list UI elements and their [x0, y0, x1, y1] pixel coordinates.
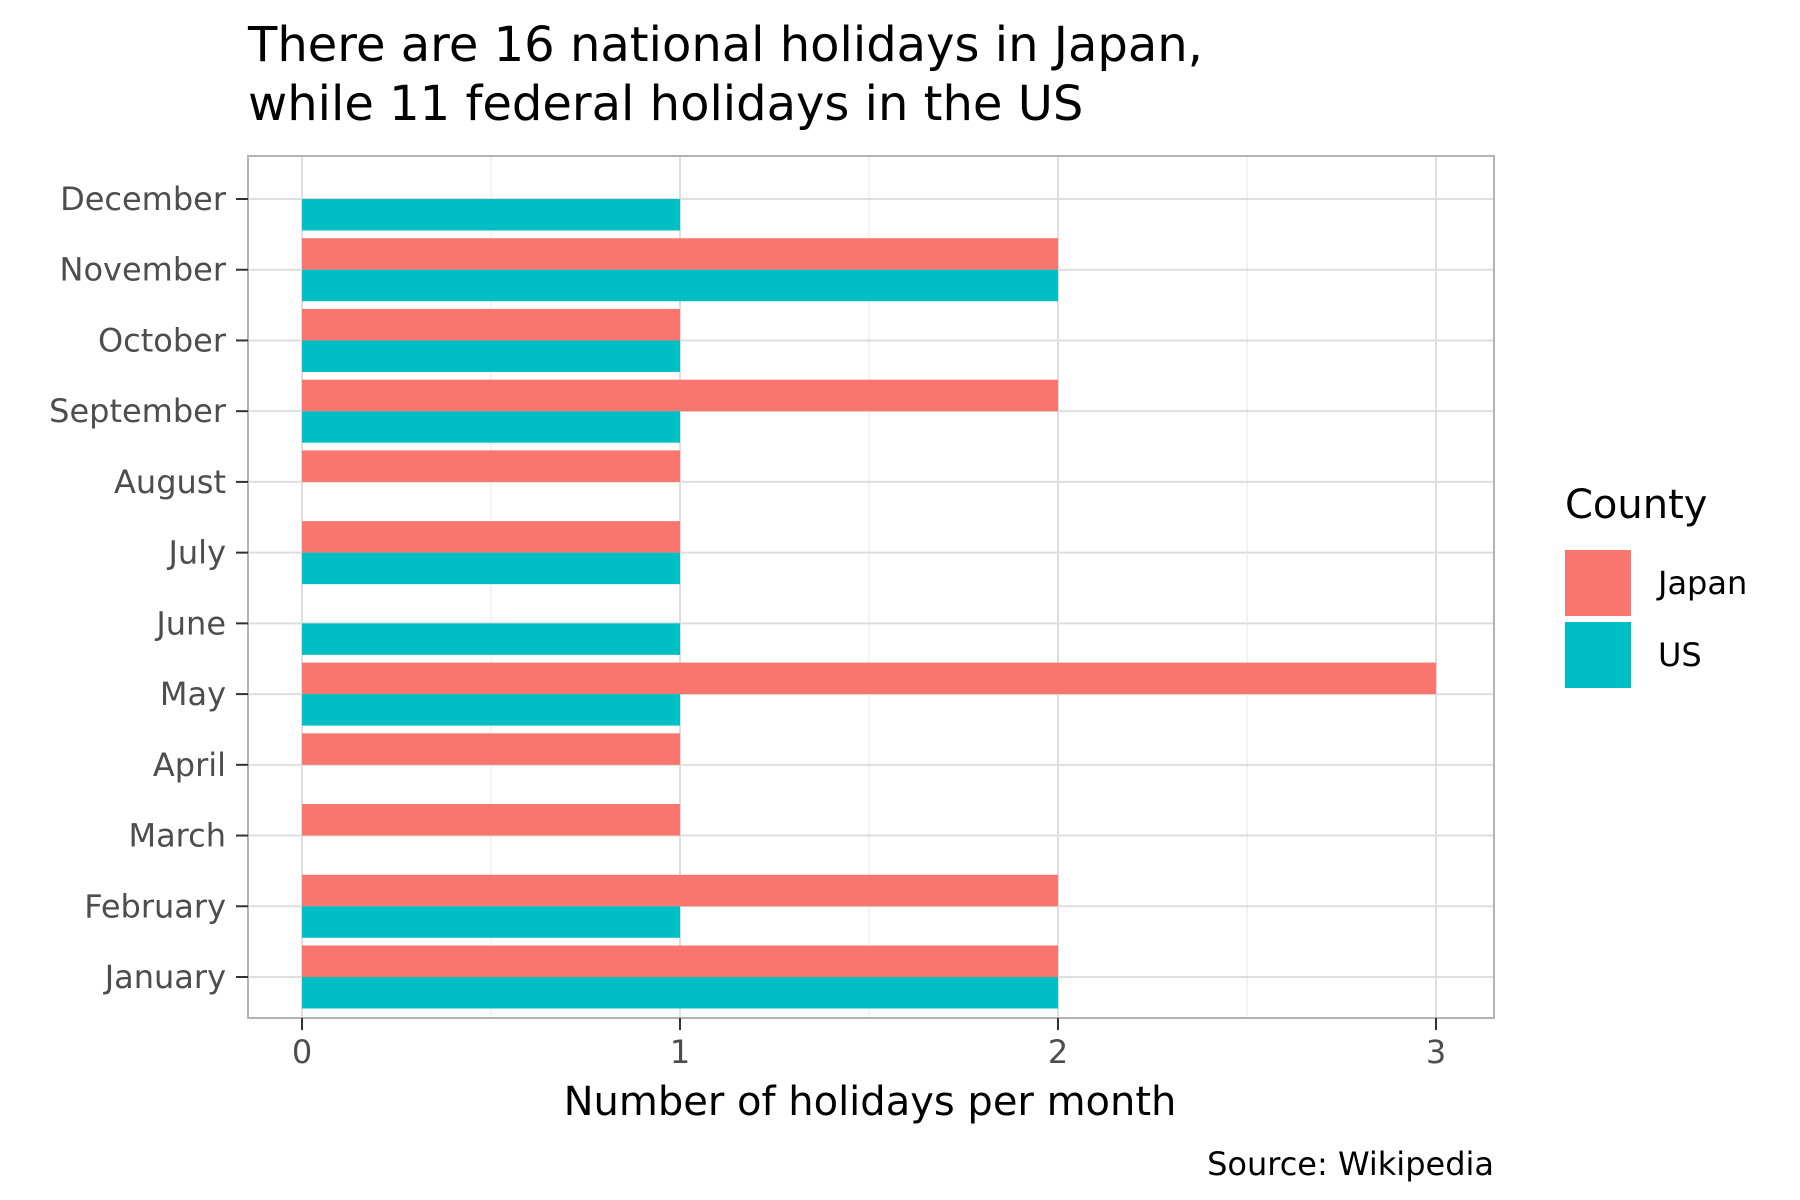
bar-us-october: [302, 340, 680, 372]
x-tick-label: 3: [1426, 1033, 1446, 1071]
chart-title-line-1: There are 16 national holidays in Japan,: [247, 17, 1203, 73]
x-axis-title: Number of holidays per month: [564, 1079, 1177, 1125]
y-tick-label: February: [84, 887, 226, 925]
y-tick-label: November: [60, 251, 227, 289]
bar-japan-november: [302, 238, 1058, 270]
y-axis: January February March April May June July Augu…: [49, 180, 248, 996]
legend-key-japan: [1565, 550, 1631, 616]
y-tick-label: July: [166, 534, 226, 572]
bar-us-june: [302, 623, 680, 655]
x-tick-label: 1: [670, 1033, 690, 1071]
bar-us-may: [302, 694, 680, 726]
y-tick-label: April: [153, 746, 226, 784]
y-tick-label: March: [128, 817, 226, 855]
legend-label-japan: Japan: [1656, 564, 1747, 602]
bar-japan-march: [302, 804, 680, 836]
legend-title: County: [1565, 482, 1707, 528]
bar-japan-september: [302, 379, 1058, 412]
y-tick-label: May: [160, 675, 226, 713]
x-tick-label: 2: [1048, 1033, 1068, 1071]
bar-us-september: [302, 411, 680, 443]
chart-title-line-2: while 11 federal holidays in the US: [248, 76, 1083, 132]
bar-japan-october: [302, 308, 680, 341]
y-tick-label: October: [98, 321, 227, 359]
legend-key-us: [1565, 622, 1631, 688]
bar-us-january: [302, 977, 1058, 1009]
bar-us-november: [302, 269, 1058, 302]
bars: [302, 199, 1436, 1009]
bar-japan-january: [302, 945, 1058, 977]
legend-label-us: US: [1658, 636, 1702, 674]
bar-japan-february: [302, 874, 1058, 907]
y-tick-label: September: [49, 392, 227, 430]
y-tick-label: January: [103, 958, 226, 996]
bar-japan-july: [302, 521, 680, 553]
x-tick-label: 0: [292, 1033, 312, 1071]
bar-us-february: [302, 906, 680, 938]
bar-japan-may: [302, 662, 1436, 695]
bar-japan-august: [302, 450, 680, 482]
bar-us-july: [302, 552, 680, 585]
y-tick-label: December: [60, 180, 227, 218]
y-tick-label: August: [114, 463, 226, 501]
panel-border: [247, 155, 1495, 1019]
bar-japan-april: [302, 733, 680, 765]
y-tick-label: June: [154, 604, 226, 642]
caption: Source: Wikipedia: [1207, 1145, 1494, 1183]
legend: County Japan US: [1565, 482, 1747, 688]
x-axis: 0 1 2 3: [292, 1018, 1446, 1071]
bar-us-december: [302, 199, 680, 231]
